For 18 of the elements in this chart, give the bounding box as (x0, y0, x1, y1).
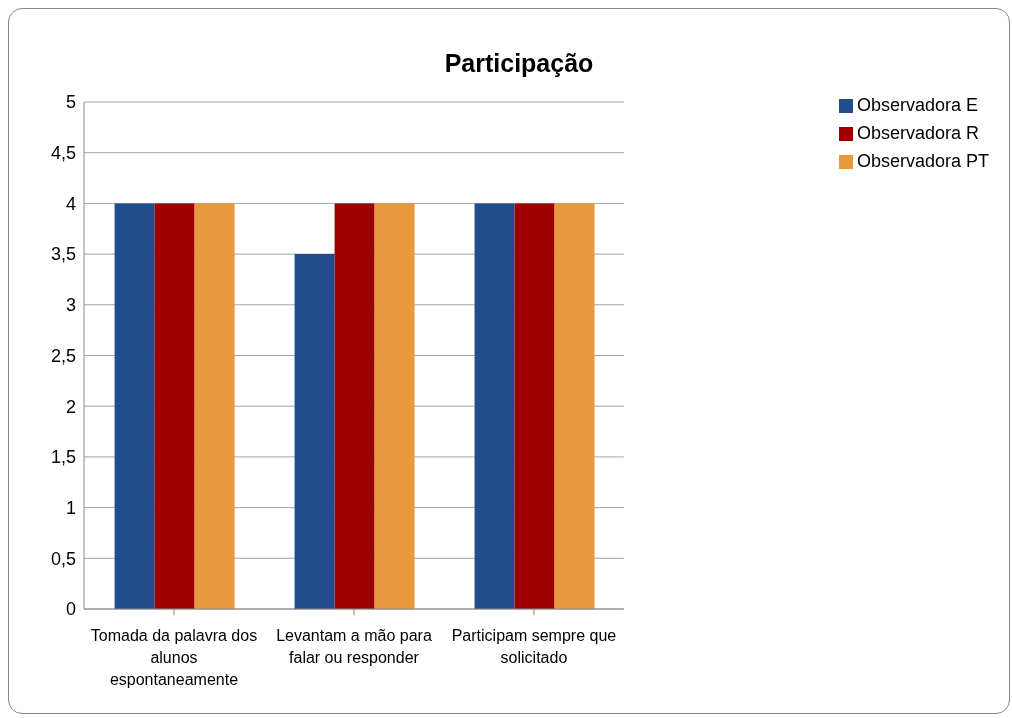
y-tick-label: 1,5 (50, 447, 76, 468)
y-tick-label: 0,5 (50, 548, 76, 569)
y-tick-label: 3,5 (50, 244, 76, 265)
x-tick-label: Participam sempre que solicitado (451, 627, 617, 666)
x-tick-label: Levantam a mão para falar ou responder (276, 627, 432, 666)
legend-label: Observadora R (856, 123, 979, 143)
x-tick-label: Tomada da palavra dos alunos espontaneamente (90, 627, 258, 688)
y-tick-label: 0 (65, 599, 76, 620)
y-tick-label: 1 (65, 497, 76, 518)
y-tick-label: 3 (65, 295, 76, 316)
y-tick-label: 2 (65, 396, 76, 417)
y-tick-label: 4 (65, 193, 76, 214)
y-tick-label: 2,5 (50, 345, 76, 366)
chart-title: Participação (443, 49, 595, 78)
legend-label: Observadora E (856, 95, 978, 115)
y-tick-label: 5 (65, 92, 76, 113)
y-tick-label: 4,5 (50, 143, 76, 164)
legend-label: Observadora PT (856, 151, 989, 171)
